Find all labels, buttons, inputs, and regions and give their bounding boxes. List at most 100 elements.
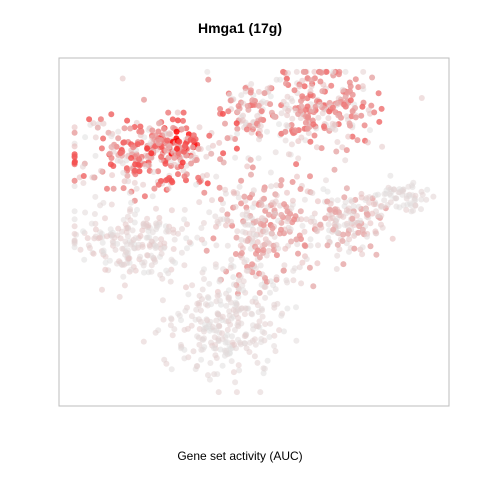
data-point (174, 146, 180, 152)
data-point (216, 140, 222, 146)
data-point (259, 271, 265, 277)
data-point (314, 260, 320, 266)
data-point (163, 177, 169, 183)
data-point (315, 242, 321, 248)
data-point (137, 254, 143, 260)
data-point (369, 75, 375, 81)
data-point (182, 173, 188, 179)
data-point (159, 251, 165, 257)
data-point (193, 182, 199, 188)
data-point (284, 190, 290, 196)
data-point (353, 114, 359, 120)
data-point (180, 160, 186, 166)
data-point (303, 120, 309, 126)
data-point (160, 297, 166, 303)
data-point (230, 274, 236, 280)
data-point (234, 389, 240, 395)
data-point (294, 69, 300, 75)
data-point (236, 195, 242, 201)
data-point (134, 207, 140, 213)
data-point (298, 135, 304, 141)
data-point (273, 348, 279, 354)
data-point (314, 144, 320, 150)
data-point (182, 207, 188, 213)
data-point (274, 242, 280, 248)
data-point (302, 197, 308, 203)
data-point (109, 155, 115, 161)
data-point (363, 206, 369, 212)
data-point (309, 190, 315, 196)
data-point (165, 227, 171, 233)
data-point (360, 69, 366, 75)
data-point (259, 202, 265, 208)
data-point (97, 202, 103, 208)
data-point (120, 76, 126, 82)
data-point (302, 242, 308, 248)
data-point (161, 245, 167, 251)
data-point (244, 215, 250, 221)
data-point (205, 180, 211, 186)
data-point (151, 186, 157, 192)
data-point (334, 253, 340, 259)
data-point (187, 239, 193, 245)
data-point (190, 144, 196, 150)
data-point (151, 169, 157, 175)
data-point (144, 216, 150, 222)
data-point (249, 261, 255, 267)
data-point (139, 129, 145, 135)
data-point (234, 301, 240, 307)
data-point (119, 262, 125, 268)
data-point (248, 81, 254, 87)
data-point (299, 93, 305, 99)
data-point (140, 182, 146, 188)
data-point (272, 211, 278, 217)
data-point (216, 323, 222, 329)
data-point (418, 197, 424, 203)
data-point (281, 328, 287, 334)
data-point (351, 203, 357, 209)
data-point (397, 189, 403, 195)
data-point (140, 244, 146, 250)
data-point (72, 237, 78, 243)
data-point (281, 201, 287, 207)
data-point (144, 145, 150, 151)
data-point (135, 162, 141, 168)
data-point (178, 342, 184, 348)
data-point (81, 257, 87, 263)
data-point (171, 246, 177, 252)
data-point (100, 240, 106, 246)
data-point (378, 213, 384, 219)
data-point (222, 121, 228, 127)
data-point (257, 389, 263, 395)
data-point (317, 102, 323, 108)
data-point (322, 215, 328, 221)
data-point (161, 126, 167, 132)
data-point (373, 252, 379, 258)
data-point (234, 120, 240, 126)
data-point (165, 110, 171, 116)
data-point (97, 235, 103, 241)
data-point (255, 239, 261, 245)
data-point (101, 121, 107, 127)
data-point (219, 330, 225, 336)
data-point (179, 126, 185, 132)
data-point (108, 133, 114, 139)
data-point (178, 317, 184, 323)
data-point (128, 155, 134, 161)
data-point (227, 92, 233, 98)
data-point (236, 362, 242, 368)
data-point (213, 174, 219, 180)
data-point (244, 345, 250, 351)
data-point (95, 125, 101, 131)
data-point (117, 294, 123, 300)
data-point (80, 164, 86, 170)
data-point (220, 150, 226, 156)
data-point (206, 209, 212, 215)
data-point (295, 155, 301, 161)
data-point (189, 313, 195, 319)
data-point (184, 245, 190, 251)
data-point (310, 121, 316, 127)
data-point (357, 218, 363, 224)
data-point (308, 88, 314, 94)
data-point (210, 235, 216, 241)
